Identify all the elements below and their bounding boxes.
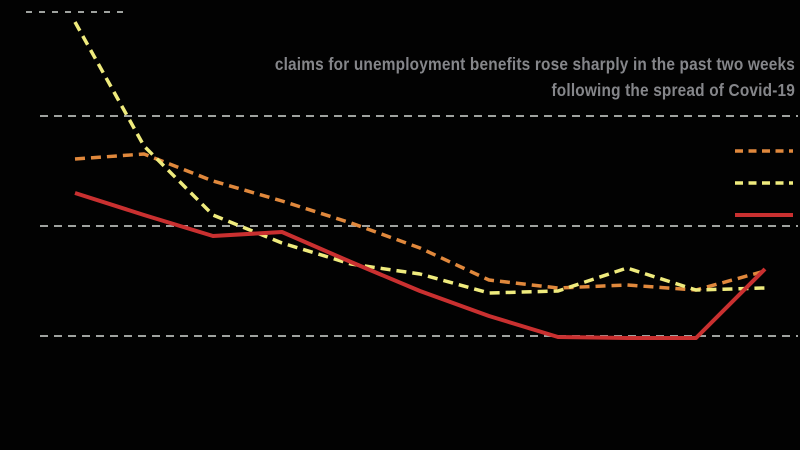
orange-dashed-series-line [74,152,766,292]
yellow-dashed-series-line [73,21,766,295]
chart-title-line2: following the spread of Covid-19 [551,80,795,100]
chart-title: claims for unemployment benefits rose sh… [249,51,795,103]
chart-title-line1: claims for unemployment benefits rose sh… [274,54,796,74]
red-solid-series-line [74,191,767,340]
